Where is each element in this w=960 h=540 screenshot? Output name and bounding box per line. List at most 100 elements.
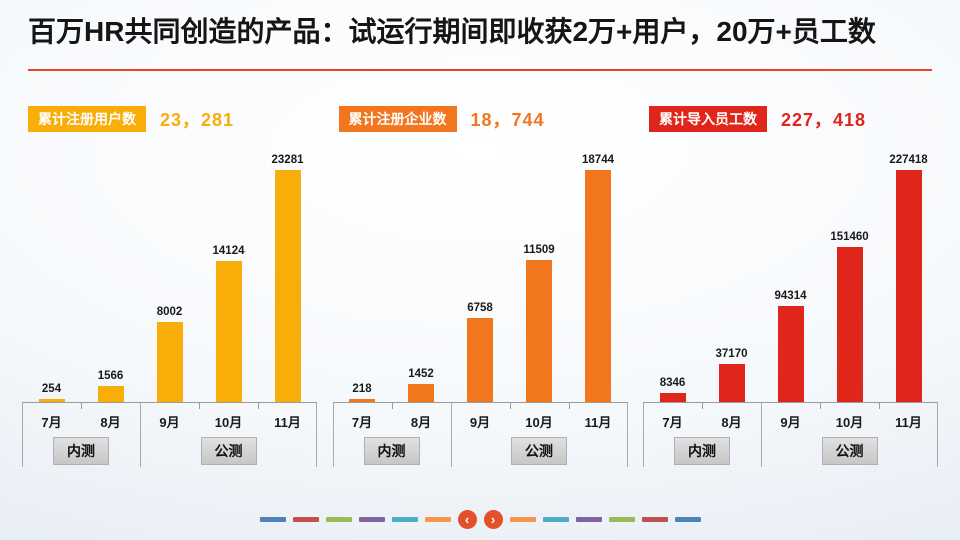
chart-header: 累计注册用户数 23，281 (28, 104, 317, 134)
group-separator-line (316, 403, 317, 467)
month-labels-row: 7月 8月 9月 10月 11月 (333, 403, 628, 431)
bar-slot: 37170 (702, 134, 761, 402)
bar-slot: 11509 (510, 134, 569, 402)
pager-dash (391, 517, 418, 522)
group-separator-line (450, 403, 452, 467)
pager-dash (575, 517, 602, 522)
group-separator-line (643, 403, 644, 467)
bar (274, 170, 301, 402)
slide-pager: ‹ › (0, 510, 960, 529)
group-separator-line (22, 403, 23, 467)
chart-headline-value: 23，281 (160, 110, 235, 130)
bar (408, 384, 434, 402)
axis-tick (391, 403, 393, 409)
bar-value-label: 6758 (467, 302, 493, 314)
bar-slot: 14124 (199, 134, 258, 402)
chart-header: 累计导入员工数 227，418 (649, 104, 938, 134)
bar (777, 306, 804, 402)
bar-slot: 6758 (451, 134, 510, 402)
bar-value-label: 23281 (271, 154, 304, 166)
pager-dash (292, 517, 319, 522)
charts-row: 累计注册用户数 23，281 254 1566 8002 14124 23281 7月 8月 9月… (22, 104, 938, 469)
month-label: 11月 (584, 415, 612, 430)
bar-value-label: 151460 (830, 231, 869, 243)
month-label: 10月 (214, 415, 243, 430)
chart-headline-value: 227，418 (781, 110, 867, 130)
bar (895, 170, 922, 402)
month-label: 9月 (159, 415, 180, 430)
chart-badge: 累计注册用户数 (28, 106, 146, 132)
month-label: 8月 (721, 415, 742, 430)
group-cell: 内测 (22, 437, 140, 465)
group-separator-line (937, 403, 938, 467)
axis-tick (258, 403, 259, 409)
month-label: 7月 (351, 415, 373, 430)
bar-value-label: 14124 (212, 245, 245, 257)
group-label-box: 内测 (53, 437, 109, 465)
bar-slot: 1452 (392, 134, 451, 402)
month-label: 9月 (780, 415, 801, 430)
chart-panel-3: 累计导入员工数 227，418 8346 37170 94314 151460 227418… (643, 104, 938, 469)
bar (585, 170, 611, 402)
bar-value-label: 8002 (156, 306, 183, 318)
group-labels-row: 内测 公测 (643, 437, 938, 465)
bar-slot: 8002 (140, 134, 199, 402)
month-labels-row: 7月 8月 9月 10月 11月 (643, 403, 938, 431)
bar-value-label: 254 (41, 383, 62, 395)
bar-slot: 23281 (258, 134, 317, 402)
month-label: 11月 (274, 415, 301, 430)
group-label-box: 内测 (674, 437, 730, 465)
group-separator-line (626, 403, 628, 467)
group-cell: 内测 (333, 437, 451, 465)
group-cell: 公测 (451, 437, 628, 465)
bar-slot: 254 (22, 134, 81, 402)
bar-slot: 218 (333, 134, 392, 402)
bar-value-label: 37170 (715, 348, 748, 360)
bar-value-label: 18744 (582, 154, 614, 166)
bar (349, 399, 375, 402)
bar-slot: 227418 (879, 134, 938, 402)
bar-plot: 8346 37170 94314 151460 227418 (643, 134, 938, 402)
bar-slot: 94314 (761, 134, 820, 402)
axis-tick (568, 403, 570, 409)
group-labels-row: 内测 公测 (22, 437, 317, 465)
pager-dash (641, 517, 668, 522)
bar-plot: 218 1452 6758 11509 18744 (333, 134, 628, 402)
category-axis: 7月 8月 9月 10月 11月 内测 公测 (643, 402, 938, 469)
chart-header: 累计注册企业数 18，744 (338, 104, 628, 134)
page-title: 百万HR共同创造的产品：试运行期间即收获2万+用户，20万+员工数 (28, 16, 876, 47)
month-label: 7月 (662, 415, 683, 430)
bar (215, 261, 242, 402)
prev-slide-button[interactable]: ‹ (457, 510, 477, 529)
next-slide-button[interactable]: › (483, 510, 503, 529)
bar (836, 247, 863, 402)
bar-value-label: 1566 (97, 370, 124, 382)
group-label-box: 公测 (821, 437, 878, 465)
category-axis: 7月 8月 9月 10月 11月 内测 公测 (332, 402, 628, 469)
group-cell: 公测 (761, 437, 938, 465)
title-underline (28, 69, 932, 71)
bar (718, 364, 745, 402)
bar-plot: 254 1566 8002 14124 23281 (22, 134, 317, 402)
month-label: 10月 (835, 415, 864, 430)
month-label: 7月 (41, 415, 62, 430)
month-labels-row: 7月 8月 9月 10月 11月 (22, 403, 317, 431)
bar-value-label: 11509 (523, 244, 555, 256)
chart-badge: 累计导入员工数 (649, 106, 767, 132)
chart-panel-2: 累计注册企业数 18，744 218 1452 6758 11509 18744 7月 8月 9月… (332, 104, 628, 469)
month-label: 9月 (469, 415, 491, 430)
bar-slot: 8346 (643, 134, 702, 402)
bar-slot: 151460 (820, 134, 879, 402)
axis-tick (81, 403, 82, 409)
pager-dash (674, 517, 701, 522)
bar-slot: 18744 (569, 134, 628, 402)
bar-value-label: 94314 (774, 290, 807, 302)
axis-tick (509, 403, 511, 409)
pager-dash (325, 517, 352, 522)
axis-tick (820, 403, 821, 409)
month-label: 10月 (525, 415, 553, 430)
bar (38, 399, 65, 402)
pager-dash (509, 517, 536, 522)
pager-dash (424, 517, 451, 522)
